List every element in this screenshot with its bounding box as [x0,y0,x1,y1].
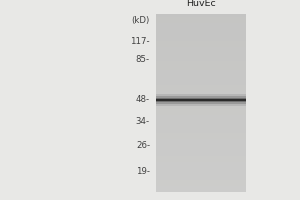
Bar [156,67,246,70]
Bar [156,70,246,73]
Bar [156,76,246,79]
Bar [156,61,246,64]
Bar [156,124,246,127]
Bar [156,177,246,180]
Text: 117-: 117- [130,38,150,46]
Bar [156,118,246,121]
Bar [156,88,246,91]
Bar [156,53,246,56]
Bar [156,79,246,82]
Text: (kD): (kD) [132,16,150,24]
Bar [156,47,246,50]
Bar [156,145,246,148]
Text: 19-: 19- [136,168,150,176]
Bar [156,85,246,88]
Bar [156,82,246,85]
Bar [156,148,246,150]
Text: HuvEc: HuvEc [186,0,216,8]
Bar [156,186,246,189]
Bar [156,98,246,102]
Bar [156,165,246,168]
Bar [156,14,246,17]
Bar [156,109,246,112]
Bar [156,115,246,118]
Bar [156,99,246,101]
Bar [156,50,246,53]
Bar [156,136,246,139]
Bar [156,150,246,153]
Text: 85-: 85- [136,55,150,64]
Bar [156,20,246,23]
Bar [156,180,246,183]
Bar [156,96,246,104]
Bar [156,130,246,133]
Bar [156,58,246,61]
Bar [156,29,246,32]
Bar [156,153,246,156]
Bar [156,133,246,136]
Bar [156,94,246,97]
Bar [156,174,246,177]
Bar [156,56,246,58]
Bar [156,189,246,192]
Bar [156,127,246,130]
Bar [156,23,246,26]
Bar [156,32,246,35]
Bar [156,35,246,38]
Bar [156,73,246,76]
Bar [156,94,246,106]
Bar [156,121,246,124]
Bar [156,112,246,115]
Bar [156,156,246,159]
Text: 48-: 48- [136,96,150,104]
Bar [156,97,246,100]
Bar [156,171,246,174]
Bar [156,142,246,145]
Bar [156,183,246,186]
Bar [156,168,246,171]
Bar [156,162,246,165]
Bar [156,106,246,109]
Bar [156,100,246,103]
Bar [156,139,246,142]
Bar [156,91,246,94]
Bar [156,159,246,162]
Bar [156,26,246,29]
Bar [156,64,246,67]
Bar [156,103,246,106]
Bar [156,17,246,20]
Bar [156,38,246,41]
Bar [156,41,246,44]
Text: 34-: 34- [136,117,150,127]
Bar [156,44,246,47]
Text: 26-: 26- [136,142,150,150]
